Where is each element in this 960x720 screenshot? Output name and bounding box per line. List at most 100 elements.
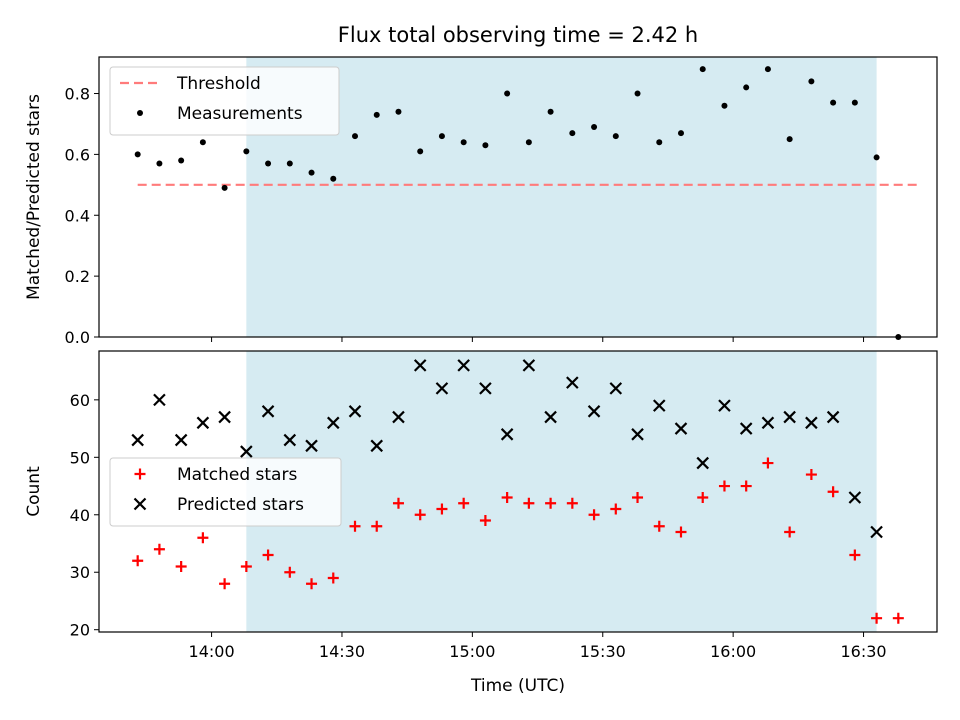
matched-stars-point <box>849 549 861 561</box>
predicted-stars-point <box>305 439 318 453</box>
measurements-point <box>591 124 598 130</box>
matched-stars-point <box>132 555 144 567</box>
measurements-point <box>786 136 793 143</box>
measurements-point <box>221 184 228 191</box>
measurements-point <box>156 160 163 167</box>
legend-label-matched-stars: Matched stars <box>177 465 297 485</box>
predicted-stars-point <box>718 399 731 412</box>
predicted-stars-point <box>261 405 275 418</box>
matched-stars-point <box>588 509 600 521</box>
matched-stars-point <box>523 497 535 509</box>
predicted-stars-point <box>544 410 557 424</box>
matched-stars-point <box>219 578 231 590</box>
measurements-point <box>612 133 619 140</box>
legend-label-threshold: Threshold <box>176 74 261 94</box>
matched-stars-point <box>827 486 839 498</box>
matched-stars-point <box>653 520 665 532</box>
matched-stars-point <box>479 515 491 527</box>
y-tick-label: 50 <box>70 448 90 467</box>
measurements-point <box>525 139 532 146</box>
matched-stars-point <box>392 497 404 509</box>
predicted-stars-point <box>283 433 297 447</box>
matched-stars-point <box>349 520 361 532</box>
measurements-point <box>569 130 576 137</box>
measurements-point <box>330 175 337 182</box>
predicted-stars-point <box>870 525 883 539</box>
bottom-observing-window <box>246 351 877 632</box>
measurements-point <box>504 90 511 97</box>
y-tick-label: 30 <box>70 563 90 582</box>
matched-stars-point <box>501 492 513 504</box>
predicted-stars-point <box>457 359 470 372</box>
matched-stars-point <box>197 532 209 544</box>
predicted-stars-point <box>435 382 449 395</box>
measurements-point <box>308 169 315 176</box>
y-tick-label: 60 <box>70 391 90 410</box>
matched-stars-point <box>414 509 426 521</box>
matched-stars-point <box>892 612 904 624</box>
predicted-stars-point <box>500 428 514 441</box>
legend-box <box>109 66 340 136</box>
measurements-point <box>677 130 684 137</box>
x-tick-label: 15:30 <box>580 642 626 661</box>
measurements-point <box>460 139 467 146</box>
matched-stars-point <box>284 566 296 578</box>
measurements-point <box>851 99 858 106</box>
legend-swatch-measurements <box>137 110 143 116</box>
bottom-panel: 20 30 40 50 60 14:00 14:30 15:00 15:30 16:00 16:30… <box>24 350 938 661</box>
predicted-stars-point <box>218 410 231 424</box>
measurements-point <box>395 108 402 115</box>
predicted-stars-point <box>522 359 536 372</box>
predicted-stars-point <box>609 382 623 395</box>
bottom-legend: Matched stars Predicted stars <box>109 457 342 527</box>
measurements-point <box>373 111 380 118</box>
measurements-point <box>265 160 272 167</box>
predicted-stars-point <box>848 491 862 504</box>
measurements-point <box>199 139 206 146</box>
matched-stars-point <box>153 543 165 555</box>
predicted-stars-point <box>826 410 840 424</box>
measurements-point <box>243 148 250 155</box>
matched-stars-point <box>458 497 470 509</box>
y-tick-label: 0.0 <box>65 328 90 347</box>
predicted-stars-point <box>370 439 384 453</box>
matched-stars-point <box>632 492 644 504</box>
y-tick-label: 0.2 <box>65 267 90 286</box>
predicted-stars-point <box>652 399 666 412</box>
predicted-stars-point <box>348 405 362 418</box>
x-axis-label: Time (UTC) <box>470 676 565 696</box>
predicted-stars-point <box>566 376 579 389</box>
measurements-point <box>656 139 663 146</box>
measurements-point <box>830 99 837 106</box>
bottom-axes-frame <box>98 350 938 633</box>
measurements-point <box>721 102 728 109</box>
predicted-stars-point <box>783 410 796 424</box>
measurements-point <box>873 154 880 161</box>
measurements-point <box>482 142 489 149</box>
predicted-stars-point <box>696 456 710 470</box>
matched-stars-point <box>175 560 187 572</box>
measurements-point <box>634 90 641 97</box>
y-tick-label: 0.4 <box>65 206 90 225</box>
predicted-stars-point <box>479 382 492 395</box>
matched-stars-point <box>871 612 883 624</box>
predicted-stars-point <box>805 416 818 430</box>
measurements-point <box>438 133 445 140</box>
measurements-point <box>743 84 750 91</box>
predicted-stars-point <box>326 416 340 430</box>
y-tick-label: 40 <box>70 506 90 525</box>
legend-label-predicted-stars: Predicted stars <box>177 495 304 515</box>
predicted-stars-point <box>131 433 144 447</box>
matched-stars-point <box>436 503 448 515</box>
legend-swatch-matched-stars <box>134 468 146 480</box>
measurements-point <box>808 78 815 85</box>
top-panel: 0.0 0.2 0.4 0.6 0.8 Matched/Predicted stars Th… <box>24 56 938 347</box>
matched-stars-point <box>240 560 252 572</box>
legend-label-measurements: Measurements <box>177 104 303 124</box>
matched-stars-point <box>610 503 622 515</box>
matched-stars-point <box>762 457 774 469</box>
top-observing-window <box>246 57 877 337</box>
matched-stars-point <box>566 497 578 509</box>
predicted-stars-point <box>174 433 188 447</box>
